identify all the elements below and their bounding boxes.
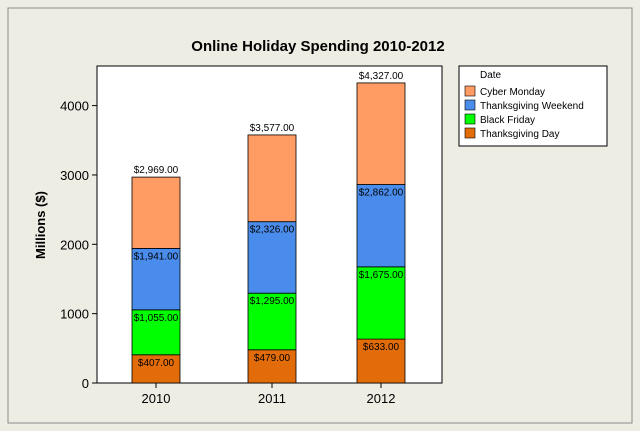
data-label: $2,862.00 [359, 188, 404, 199]
data-label: $1,295.00 [250, 296, 295, 307]
bars-layer [131, 82, 406, 384]
bar-segment [247, 221, 297, 294]
bar-segment [247, 134, 297, 223]
y-tick-label: 4000 [60, 99, 89, 114]
y-tick-label: 1000 [60, 307, 89, 322]
bar-segment [247, 292, 297, 351]
y-axis: 0 1000 2000 3000 4000 [60, 99, 97, 391]
data-label: $2,326.00 [250, 225, 295, 236]
x-tick-label: 2011 [258, 391, 286, 406]
legend-label: Black Friday [480, 115, 535, 126]
legend-title: Date [480, 70, 502, 81]
data-label: $1,055.00 [134, 313, 179, 324]
legend: Date Cyber Monday Thanksgiving Weekend Bla… [458, 65, 608, 147]
legend-swatch [464, 127, 476, 139]
data-label: $3,577.00 [250, 123, 295, 134]
bar-segment [131, 176, 181, 249]
bar-segment [131, 309, 181, 356]
legend-swatch [464, 99, 476, 111]
data-label: $633.00 [363, 342, 400, 353]
chart-frame [7, 7, 633, 424]
x-tick-label: 2012 [367, 391, 396, 406]
legend-swatch [464, 113, 476, 125]
legend-box [458, 65, 608, 147]
y-tick-label: 3000 [60, 168, 89, 183]
data-label: $1,675.00 [359, 270, 404, 281]
data-label: $407.00 [138, 358, 175, 369]
data-label: $4,327.00 [359, 71, 404, 82]
y-tick-label: 0 [82, 376, 89, 391]
chart-title: Online Holiday Spending 2010-2012 [191, 38, 444, 55]
x-axis: 2010 2011 2012 [142, 383, 396, 406]
legend-label: Thanksgiving Day [480, 129, 559, 140]
data-label: $2,969.00 [134, 165, 179, 176]
bar-segment [131, 247, 181, 311]
data-label: $1,941.00 [134, 251, 179, 262]
legend-label: Thanksgiving Weekend [480, 101, 584, 112]
bar-segment [356, 266, 406, 340]
y-tick-label: 2000 [60, 237, 89, 252]
legend-swatch [464, 85, 476, 97]
x-tick-label: 2010 [142, 391, 171, 406]
legend-items: Cyber Monday Thanksgiving Weekend Black Fr… [464, 85, 584, 140]
legend-label: Cyber Monday [480, 87, 545, 98]
bar-segment [356, 184, 406, 268]
data-labels-layer: $407.00 $1,055.00 $1,941.00 $2,969.00 $479.0… [134, 71, 404, 369]
bar-segment [356, 82, 406, 185]
y-axis-label: Millions ($) [33, 191, 48, 259]
bar-segment [356, 338, 406, 384]
data-label: $479.00 [254, 353, 291, 364]
